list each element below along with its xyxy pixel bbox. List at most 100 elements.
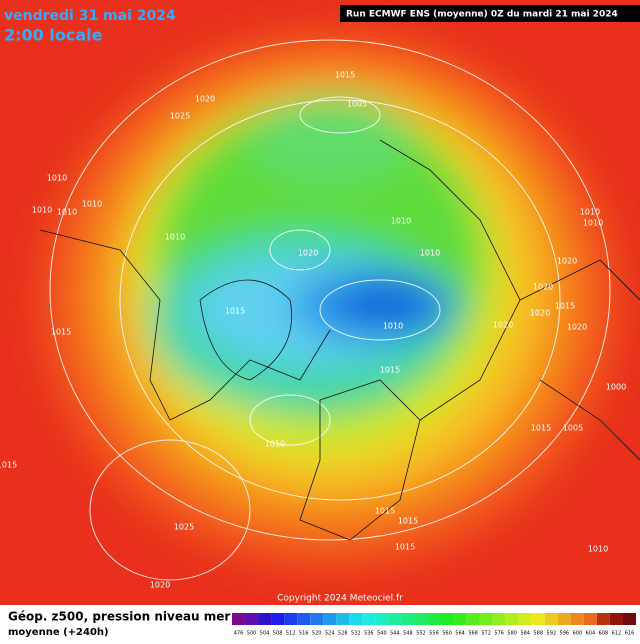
scale-label: 564 bbox=[455, 631, 465, 637]
scale-cell bbox=[518, 613, 532, 625]
scale-cell bbox=[271, 613, 285, 625]
isobar-label: 1000 bbox=[606, 383, 626, 392]
scale-label: 536 bbox=[364, 631, 374, 637]
isobar-label: 1015 bbox=[555, 302, 575, 311]
date: vendredi 31 mai 2024 bbox=[4, 8, 176, 24]
scale-cell bbox=[310, 613, 324, 625]
scale-label: 528 bbox=[338, 631, 348, 637]
scale-cell bbox=[284, 613, 298, 625]
scale-cell bbox=[375, 613, 389, 625]
scale-cell bbox=[479, 613, 493, 625]
scale-cell bbox=[531, 613, 545, 625]
isobar-label: 1005 bbox=[563, 424, 583, 433]
isobar-label: 1015 bbox=[335, 71, 355, 80]
scale-label: 476 bbox=[234, 631, 244, 637]
scale-label: 568 bbox=[468, 631, 478, 637]
scale-cell bbox=[388, 613, 402, 625]
isobar-label: 1010 bbox=[383, 322, 403, 331]
isobar-label: 1020 bbox=[195, 95, 215, 104]
scale-label: 544 bbox=[390, 631, 400, 637]
scale-label: 596 bbox=[560, 631, 570, 637]
scale-cell bbox=[557, 613, 571, 625]
scale-label: 552 bbox=[416, 631, 426, 637]
isobar-label: 1025 bbox=[174, 523, 194, 532]
isobar-label: 1010 bbox=[57, 208, 77, 217]
scale-label: 524 bbox=[325, 631, 335, 637]
scale-label: 508 bbox=[273, 631, 283, 637]
isobar-label: 1020 bbox=[298, 249, 318, 258]
isobar-label: 1020 bbox=[567, 323, 587, 332]
scale-label: 608 bbox=[599, 631, 609, 637]
scale-cell bbox=[258, 613, 272, 625]
footer-title: Géop. z500, pression niveau mer bbox=[8, 610, 230, 624]
scale-cell bbox=[414, 613, 428, 625]
scale-label: 512 bbox=[286, 631, 296, 637]
isobars bbox=[49, 39, 611, 581]
scale-label: 616 bbox=[625, 631, 635, 637]
isobar-label: 1010 bbox=[588, 545, 608, 554]
isobar-label: 1020 bbox=[530, 309, 550, 318]
scale-cell bbox=[622, 613, 636, 625]
scale-cell bbox=[544, 613, 558, 625]
footer-subtitle: moyenne (+240h) bbox=[8, 627, 109, 638]
isobar-label: 1010 bbox=[580, 208, 600, 217]
scale-label: 520 bbox=[312, 631, 322, 637]
scale-label: 556 bbox=[429, 631, 439, 637]
scale-cell bbox=[505, 613, 519, 625]
isobar-label: 1010 bbox=[47, 174, 67, 183]
scale-label: 572 bbox=[481, 631, 491, 637]
scale-label: 600 bbox=[573, 631, 583, 637]
scale-label: 604 bbox=[586, 631, 596, 637]
scale-cell bbox=[245, 613, 259, 625]
scale-cell bbox=[453, 613, 467, 625]
copyright: Copyright 2024 Meteociel.fr bbox=[277, 594, 403, 604]
isobar-label: 1015 bbox=[380, 366, 400, 375]
scale-cell bbox=[349, 613, 363, 625]
isobar-label: 1015 bbox=[0, 461, 17, 470]
scale-label: 612 bbox=[612, 631, 622, 637]
isobar-label: 1015 bbox=[395, 543, 415, 552]
isobar-label: 1010 bbox=[82, 200, 102, 209]
scale-label: 592 bbox=[547, 631, 557, 637]
isobar-label: 1010 bbox=[265, 440, 285, 449]
scale-cell bbox=[297, 613, 311, 625]
map bbox=[0, 0, 640, 605]
scale-label: 516 bbox=[299, 631, 309, 637]
scale-label: 548 bbox=[403, 631, 413, 637]
scale-cell bbox=[427, 613, 441, 625]
isobar-label: 1010 bbox=[420, 249, 440, 258]
isobar-label: 1025 bbox=[170, 112, 190, 121]
scale-label: 588 bbox=[533, 631, 543, 637]
scale-label: 532 bbox=[351, 631, 361, 637]
scale-cell bbox=[323, 613, 337, 625]
isobar-label: 1020 bbox=[150, 581, 170, 590]
isobar-label: 1010 bbox=[583, 219, 603, 228]
color-scale: 476 500 504 508 512 516 520 524 528 532 536 540 544 5… bbox=[232, 613, 636, 637]
scale-cell bbox=[492, 613, 506, 625]
isobar-label: 1010 bbox=[165, 233, 185, 242]
field bbox=[40, 30, 620, 570]
isobar-label: 1010 bbox=[391, 217, 411, 226]
scale-cell bbox=[232, 613, 246, 625]
scale-cell bbox=[401, 613, 415, 625]
time: 2:00 locale bbox=[4, 26, 103, 45]
scale-cell bbox=[609, 613, 623, 625]
isobar-label: 1020 bbox=[533, 283, 553, 292]
run-box bbox=[340, 5, 640, 22]
isobar-label: 1020 bbox=[557, 257, 577, 266]
coastlines bbox=[39, 139, 640, 541]
scale-label: 560 bbox=[442, 631, 452, 637]
scale-label: 580 bbox=[507, 631, 517, 637]
run: Run ECMWF ENS (moyenne) 0Z du mardi 21 m… bbox=[346, 10, 618, 20]
isobar-label: 1015 bbox=[398, 517, 418, 526]
isobar-label: 1020 bbox=[493, 321, 513, 330]
scale-cell bbox=[583, 613, 597, 625]
scale-cell bbox=[362, 613, 376, 625]
isobar-label: 1010 bbox=[32, 206, 52, 215]
scale-cell bbox=[466, 613, 480, 625]
scale-label: 500 bbox=[247, 631, 257, 637]
scale-label: 576 bbox=[494, 631, 504, 637]
scale-label: 584 bbox=[520, 631, 530, 637]
isobar-label: 1015 bbox=[531, 424, 551, 433]
